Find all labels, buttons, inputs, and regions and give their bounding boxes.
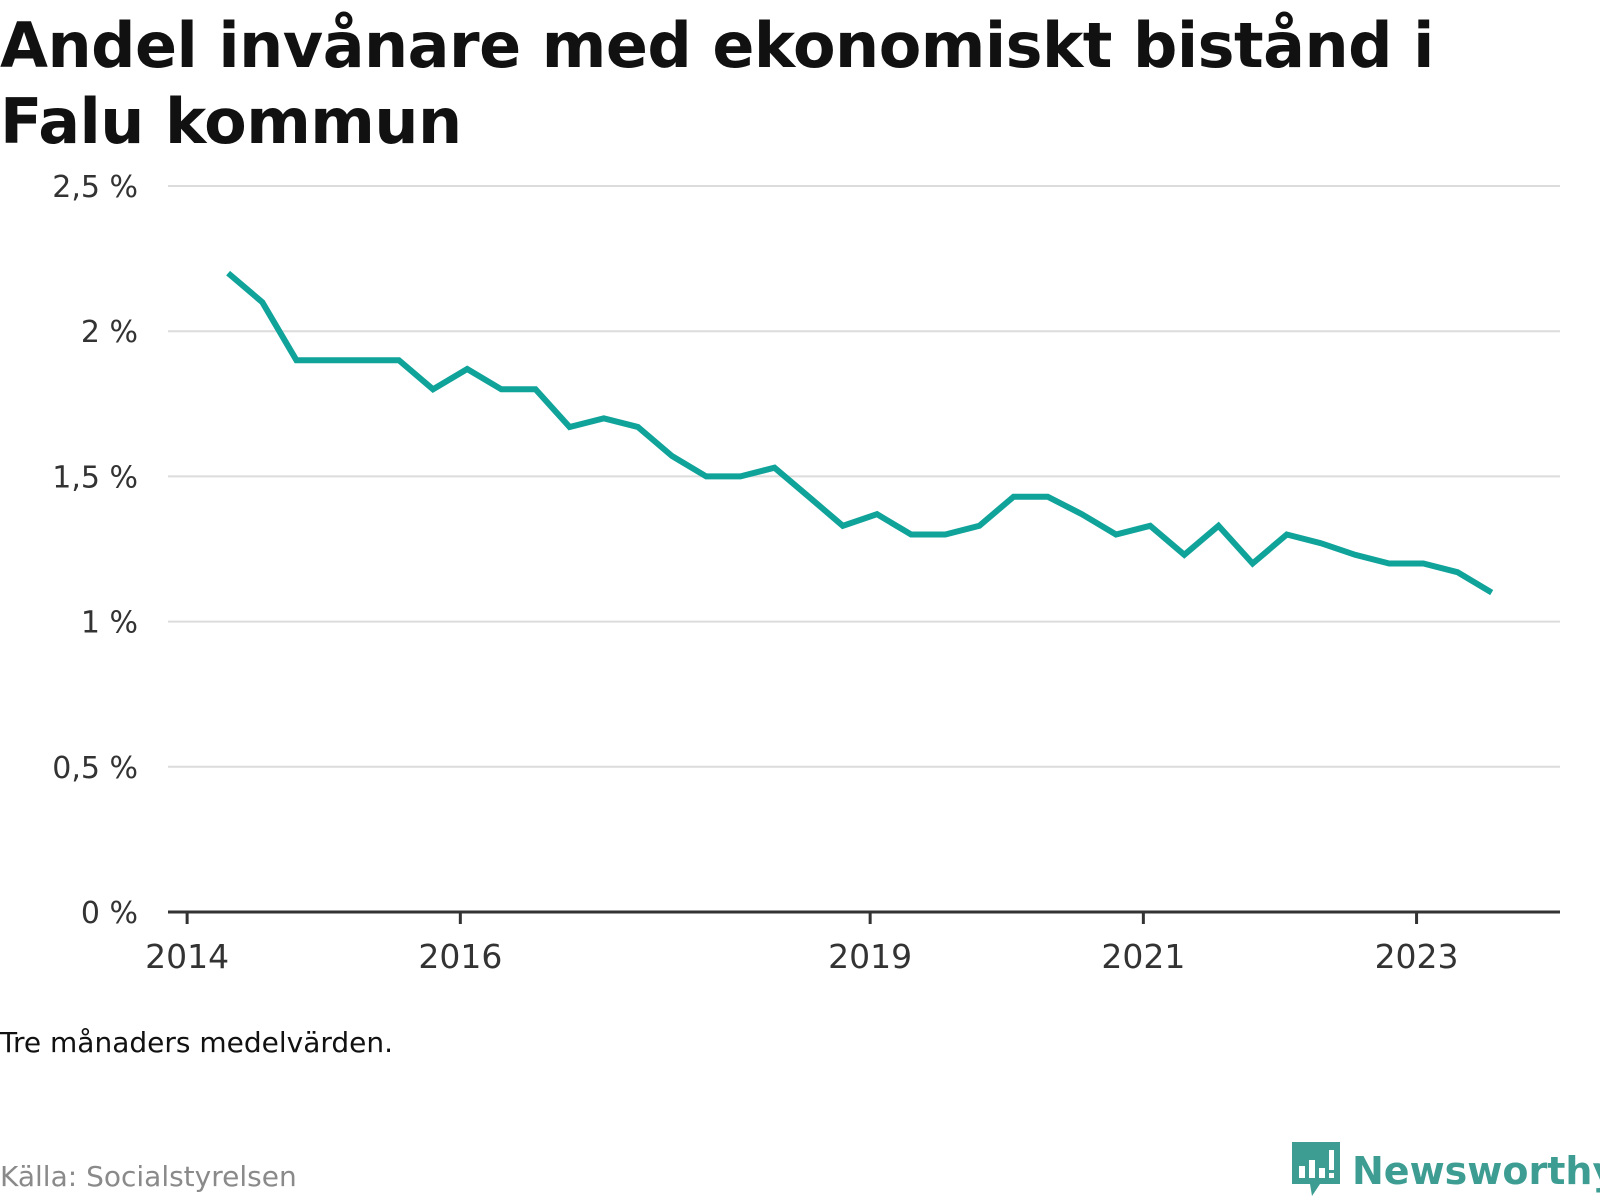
y-tick-label: 1 % xyxy=(81,606,138,641)
grid-lines xyxy=(168,185,1560,768)
y-tick-label: 2 % xyxy=(81,315,138,350)
y-tick-label: 1,5 % xyxy=(52,460,138,495)
line-chart: 0 % 0,5 % 1 % 1,5 % 2 % 2,5 % 2014 2016 2019 202… xyxy=(52,170,1560,976)
brand-logo: Newsworthy xyxy=(1290,1140,1600,1200)
y-tick-label: 0 % xyxy=(81,896,138,931)
source-text: Källa: Socialstyrelsen xyxy=(0,1160,297,1193)
chart-title: Andel invånare med ekonomiskt bistånd i … xyxy=(0,9,1434,158)
y-axis-ticks: 0 % 0,5 % 1 % 1,5 % 2 % 2,5 % xyxy=(52,170,138,931)
brand-name: Newsworthy xyxy=(1352,1149,1600,1193)
chart-note: Tre månaders medelvärden. xyxy=(0,1026,394,1059)
x-tick-label: 2023 xyxy=(1375,937,1459,976)
x-tick-label: 2019 xyxy=(828,937,912,976)
x-tick-label: 2021 xyxy=(1101,937,1185,976)
x-tick-label: 2016 xyxy=(418,937,502,976)
series-line xyxy=(226,270,1494,596)
y-tick-label: 2,5 % xyxy=(52,170,138,205)
series-layer xyxy=(226,270,1494,596)
y-tick-label: 0,5 % xyxy=(52,751,138,786)
x-tick-label: 2014 xyxy=(145,937,229,976)
x-axis: 2014 2016 2019 2021 2023 xyxy=(145,910,1560,976)
newsworthy-logo-icon xyxy=(1290,1140,1342,1200)
